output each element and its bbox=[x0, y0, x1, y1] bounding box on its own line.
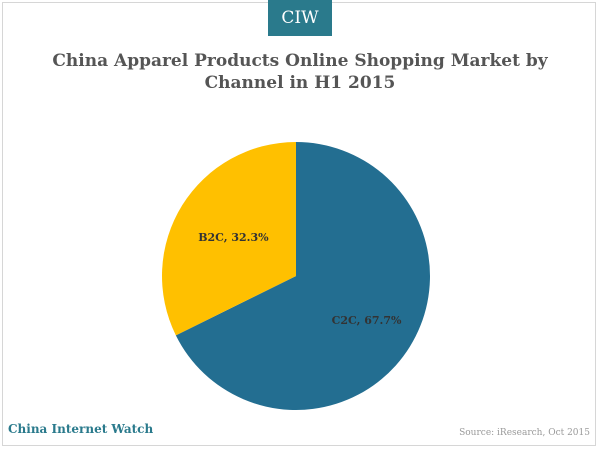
chart-title-line-2: Channel in H1 2015 bbox=[204, 73, 396, 93]
chart-title: China Apparel Products Online Shopping M… bbox=[40, 50, 560, 94]
pie-label-b2c: B2C, 32.3% bbox=[198, 231, 269, 244]
pie-slice-b2c bbox=[161, 142, 296, 336]
footer-brand: China Internet Watch bbox=[8, 422, 154, 436]
pie-label-c2c: C2C, 67.7% bbox=[332, 314, 402, 327]
pie-slice-c2c bbox=[175, 142, 431, 410]
ciw-logo-badge: CIW bbox=[268, 0, 332, 36]
footer-source: Source: iResearch, Oct 2015 bbox=[459, 428, 590, 438]
chart-title-line-1: China Apparel Products Online Shopping M… bbox=[52, 51, 548, 71]
